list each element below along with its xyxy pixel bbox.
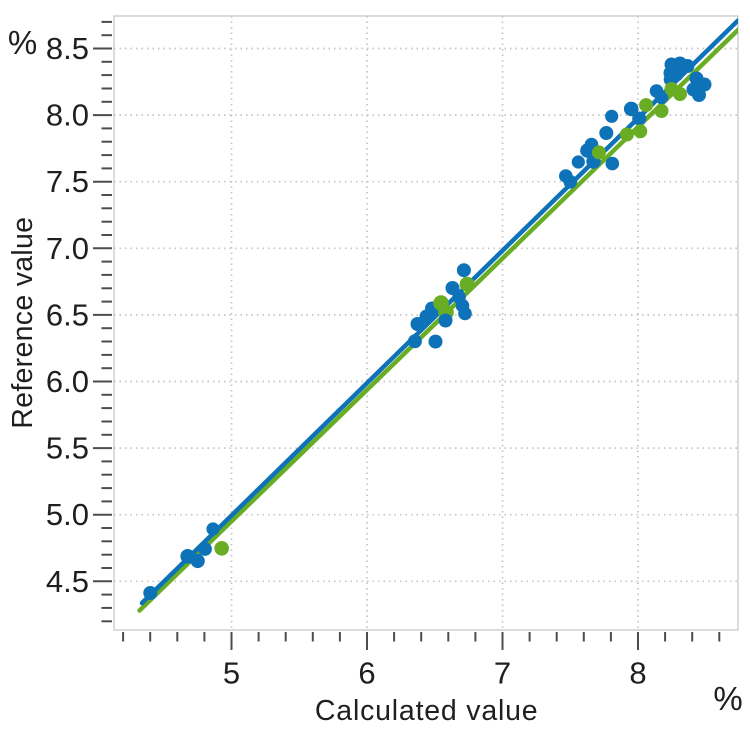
svg-text:7: 7: [494, 656, 511, 691]
svg-text:%: %: [8, 24, 37, 61]
svg-text:%: %: [713, 680, 742, 717]
svg-text:Calculated value: Calculated value: [315, 695, 539, 727]
svg-text:6.5: 6.5: [46, 297, 89, 332]
svg-text:8: 8: [629, 656, 646, 691]
svg-text:8.0: 8.0: [46, 98, 89, 133]
svg-text:7.0: 7.0: [46, 231, 89, 266]
svg-text:5.0: 5.0: [46, 497, 89, 532]
svg-text:7.5: 7.5: [46, 164, 89, 199]
svg-text:6: 6: [358, 656, 375, 691]
svg-text:8.5: 8.5: [46, 31, 89, 66]
svg-text:4.5: 4.5: [46, 564, 89, 599]
svg-text:6.0: 6.0: [46, 364, 89, 399]
svg-text:Reference value: Reference value: [7, 217, 39, 429]
svg-text:5.5: 5.5: [46, 431, 89, 466]
svg-text:5: 5: [223, 656, 240, 691]
